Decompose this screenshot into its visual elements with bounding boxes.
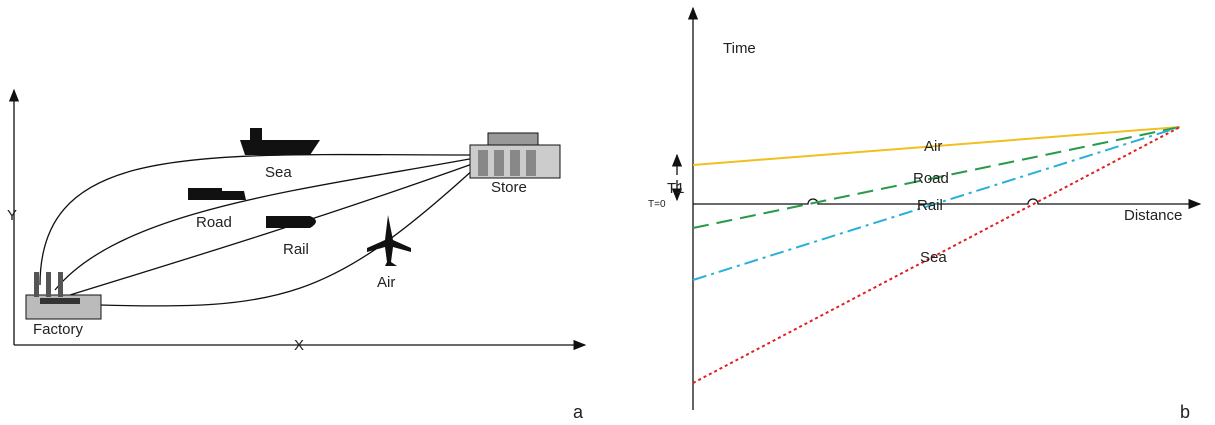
interval-label: T1: [667, 180, 685, 197]
route-label: Rail: [283, 241, 309, 258]
line-road: [692, 126, 1181, 229]
axis-label: Distance: [1124, 207, 1182, 224]
route-label: Sea: [265, 164, 292, 181]
line-sea: [692, 126, 1181, 384]
line-label: Road: [913, 170, 949, 187]
line-label: Rail: [917, 197, 943, 214]
node-label: Store: [491, 179, 527, 196]
route-sea: [39, 153, 476, 286]
axis-label: Y: [7, 207, 17, 224]
route-air: [99, 167, 476, 307]
ship-icon: [240, 128, 320, 155]
route-rail: [69, 162, 476, 296]
train-icon: [266, 216, 316, 228]
line-rail: [692, 126, 1181, 281]
route-road: [54, 157, 476, 291]
line-label: Sea: [920, 249, 947, 266]
truck-icon: [188, 188, 246, 200]
factory-icon: [25, 272, 102, 320]
panel-a: Y X Sea Road Rail Air Factory Store a: [7, 88, 587, 422]
route-label: Air: [377, 274, 395, 291]
store-icon: [469, 132, 561, 179]
panel-label: b: [1180, 402, 1190, 422]
axis-label: Time: [723, 40, 756, 57]
panel-b: Time Distance T1 T=0 Air Road Rail Sea b: [648, 6, 1202, 422]
plane-icon: [367, 215, 411, 266]
x-axis: [693, 198, 1202, 210]
panel-label: a: [573, 402, 584, 422]
node-label: Factory: [33, 321, 84, 338]
zero-label: T=0: [648, 199, 666, 210]
axis-label: X: [294, 337, 304, 354]
line-label: Air: [924, 138, 942, 155]
line-air: [692, 126, 1181, 166]
route-label: Road: [196, 214, 232, 231]
